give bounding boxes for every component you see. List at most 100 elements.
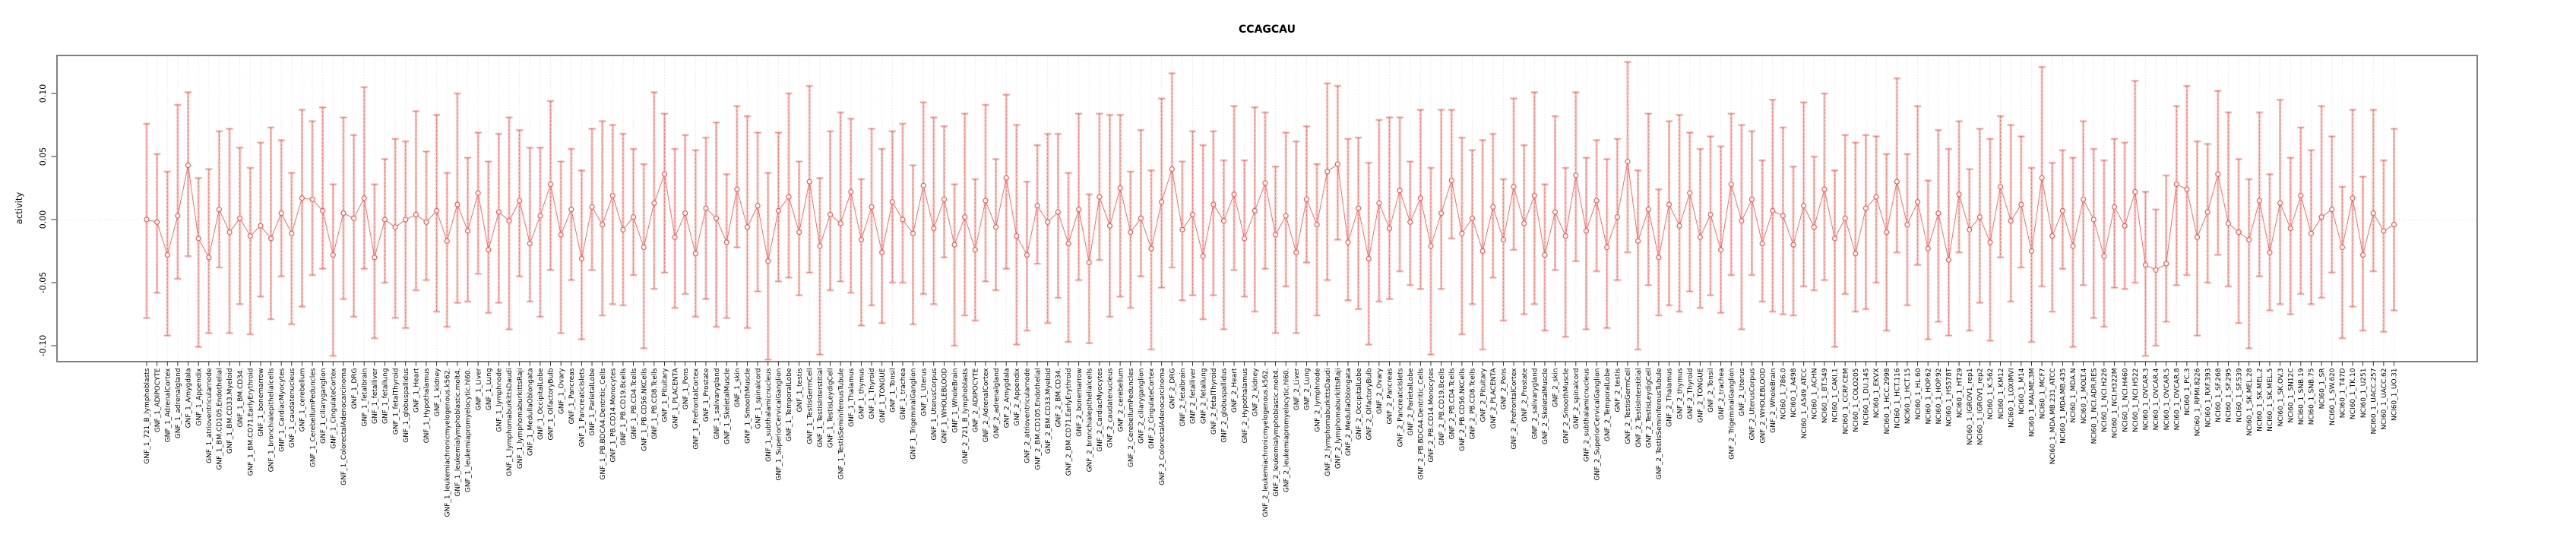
data-point [1303,196,1310,203]
data-point [226,229,233,236]
data-point [2360,251,2366,258]
x-axis-label: NCI60_1_OVCAR.8 [2173,368,2181,430]
data-point [1459,230,1465,236]
x-axis-label: GNF_1_721_B_lymphoblasts [144,368,151,463]
x-axis-label: NCI60_1_BT.549 [1821,368,1829,423]
x-axis-label: GNF_1_CerebellumPeduncles [309,368,317,467]
x-axis-label: GNF_2_fetalbrain [1179,368,1187,427]
data-point [1097,194,1103,200]
data-line [146,161,2394,270]
x-axis-label: NCI60_1_SF.268 [2215,368,2223,422]
x-axis-label: GNF_2_adrenalgland [993,368,1001,439]
x-axis-label: NCI60_1_SNB.19 [2298,368,2305,425]
data-point [1925,245,1931,251]
x-axis-label: GNF_1_Pancreas [568,368,576,424]
x-axis-label: GNF_1_Hypothalamus [423,368,431,443]
data-point [1314,222,1320,228]
x-axis-label: GNF_1_leukemiapromyelocytic.hl60. [465,368,473,493]
x-axis-label: GNF_2_Thyroid [1687,368,1695,419]
data-point [609,192,616,199]
data-point [1770,207,1776,213]
x-axis-label: GNF_1_UterusCorpus [931,368,938,440]
x-axis-label: GNF_2_Hypothalamus [1242,368,1249,443]
data-point [475,190,481,196]
x-axis-label: GNF_1_kidney [434,368,441,416]
x-axis-label: GNF_1_fetalliver [372,368,379,424]
x-axis-label: GNF_2_TrigeminalGanglion [1728,368,1736,460]
x-axis-label: GNF_1_PancreaticIslets [579,368,587,447]
data-point [1811,224,1817,230]
data-point [1231,191,1237,198]
y-axis-tick-labels: -0.10 -0.05 0.00 0.05 0.10 [38,84,48,356]
x-axis-label: NCI60_1_OVCAR.5 [2163,368,2171,431]
data-point [175,213,181,219]
data-point [1479,248,1486,255]
x-axis-label: GNF_1_PB.CD8.Tcells [651,368,659,439]
data-point [1511,184,1517,190]
x-axis-label: GNF_2_leukemiapromyelocytic.hl60. [1283,368,1290,493]
data-point [920,182,926,188]
data-point [1914,199,1921,205]
data-point [2236,229,2242,236]
x-axis-label: NCI60_1_SK.MEL.28 [2246,368,2254,435]
x-axis-label: GNF_2_OlfactoryBulb [1366,368,1373,440]
x-axis-label: GNF_2_WHOLEBLOOD [1759,368,1767,443]
data-point [931,226,937,232]
data-point [1045,219,1051,225]
data-point [444,238,450,244]
data-point [578,255,584,262]
x-axis-label: GNF_1_Thyroid [869,368,876,419]
data-point [2350,195,2356,201]
data-point [1935,210,1941,217]
x-axis-label: GNF_1_PB.CD19.Bcells [620,368,628,445]
data-point [2287,226,2293,232]
x-axis-label: GNF_2_PB.CD8.Tcells [1470,368,1477,439]
x-axis-label: GNF_2_Pancreas [1387,368,1394,424]
data-point [1956,191,1962,198]
x-axis-label: GNF_2_caudatenucleus [1107,368,1115,447]
x-axis-label: GNF_1_Uterus [920,368,928,416]
x-axis-label: GNF_2_DRG [1169,368,1176,409]
data-point [392,224,398,230]
x-axis-label: NCI60_1_PC.3 [2184,368,2191,416]
x-axis-labels: GNF_1_721_B_lymphoblasts GNF_1_ADIPOCYTE G… [144,368,2398,517]
data-point [879,249,885,255]
data-point [2142,262,2148,268]
x-axis-label: GNF_1_TestisLeydigCell [828,368,835,448]
data-point [2122,223,2128,229]
x-axis-label: GNF_1_CingulateCortex [331,368,338,449]
data-point [1583,228,1590,234]
data-point [858,236,864,243]
data-point [1842,215,1848,221]
data-point [185,163,191,169]
data-point [889,199,895,205]
data-point [1242,236,1248,242]
x-axis-label: GNF_1_ADIPOCYTE [154,368,162,432]
x-axis-label: GNF_1_Tonsil [889,368,897,413]
data-point [495,209,502,215]
x-axis-label: NCI60_1_U251 [2360,368,2368,419]
y-axis-tick-label: 0.10 [38,84,48,103]
x-axis-label: GNF_1_Amygdala [185,368,193,428]
x-axis-label: GNF_1_SuperiorCervicalGanglion [776,368,783,481]
x-axis-label: GNF_2_ParietalLobe [1407,368,1415,436]
x-axis-label: GNF_2_fetalliver [1190,368,1198,424]
data-point [734,186,740,192]
x-axis-label: NCI60_1_EKVX [1873,368,1881,419]
data-point [1987,239,1993,245]
data-point [744,224,751,230]
x-axis-label: GNF_1_PB.CD56.NKCells [641,368,648,451]
data-point [1210,201,1217,207]
data-point [1345,239,1351,245]
data-point [1656,255,1662,261]
data-point [1884,229,1890,236]
x-axis-label: NCI60_1_HOP.62 [1925,368,1932,425]
data-point [1159,199,1165,205]
x-axis-label: GNF_1_SmoothMuscle [745,368,752,444]
data-point [2173,181,2179,188]
x-axis-label: NCI60_1_MALME.3M [2029,368,2036,438]
data-point [2049,233,2055,239]
x-axis-label: GNF_2_leukemialymphoblastic.molt4. [1273,368,1280,497]
data-point [517,198,523,204]
